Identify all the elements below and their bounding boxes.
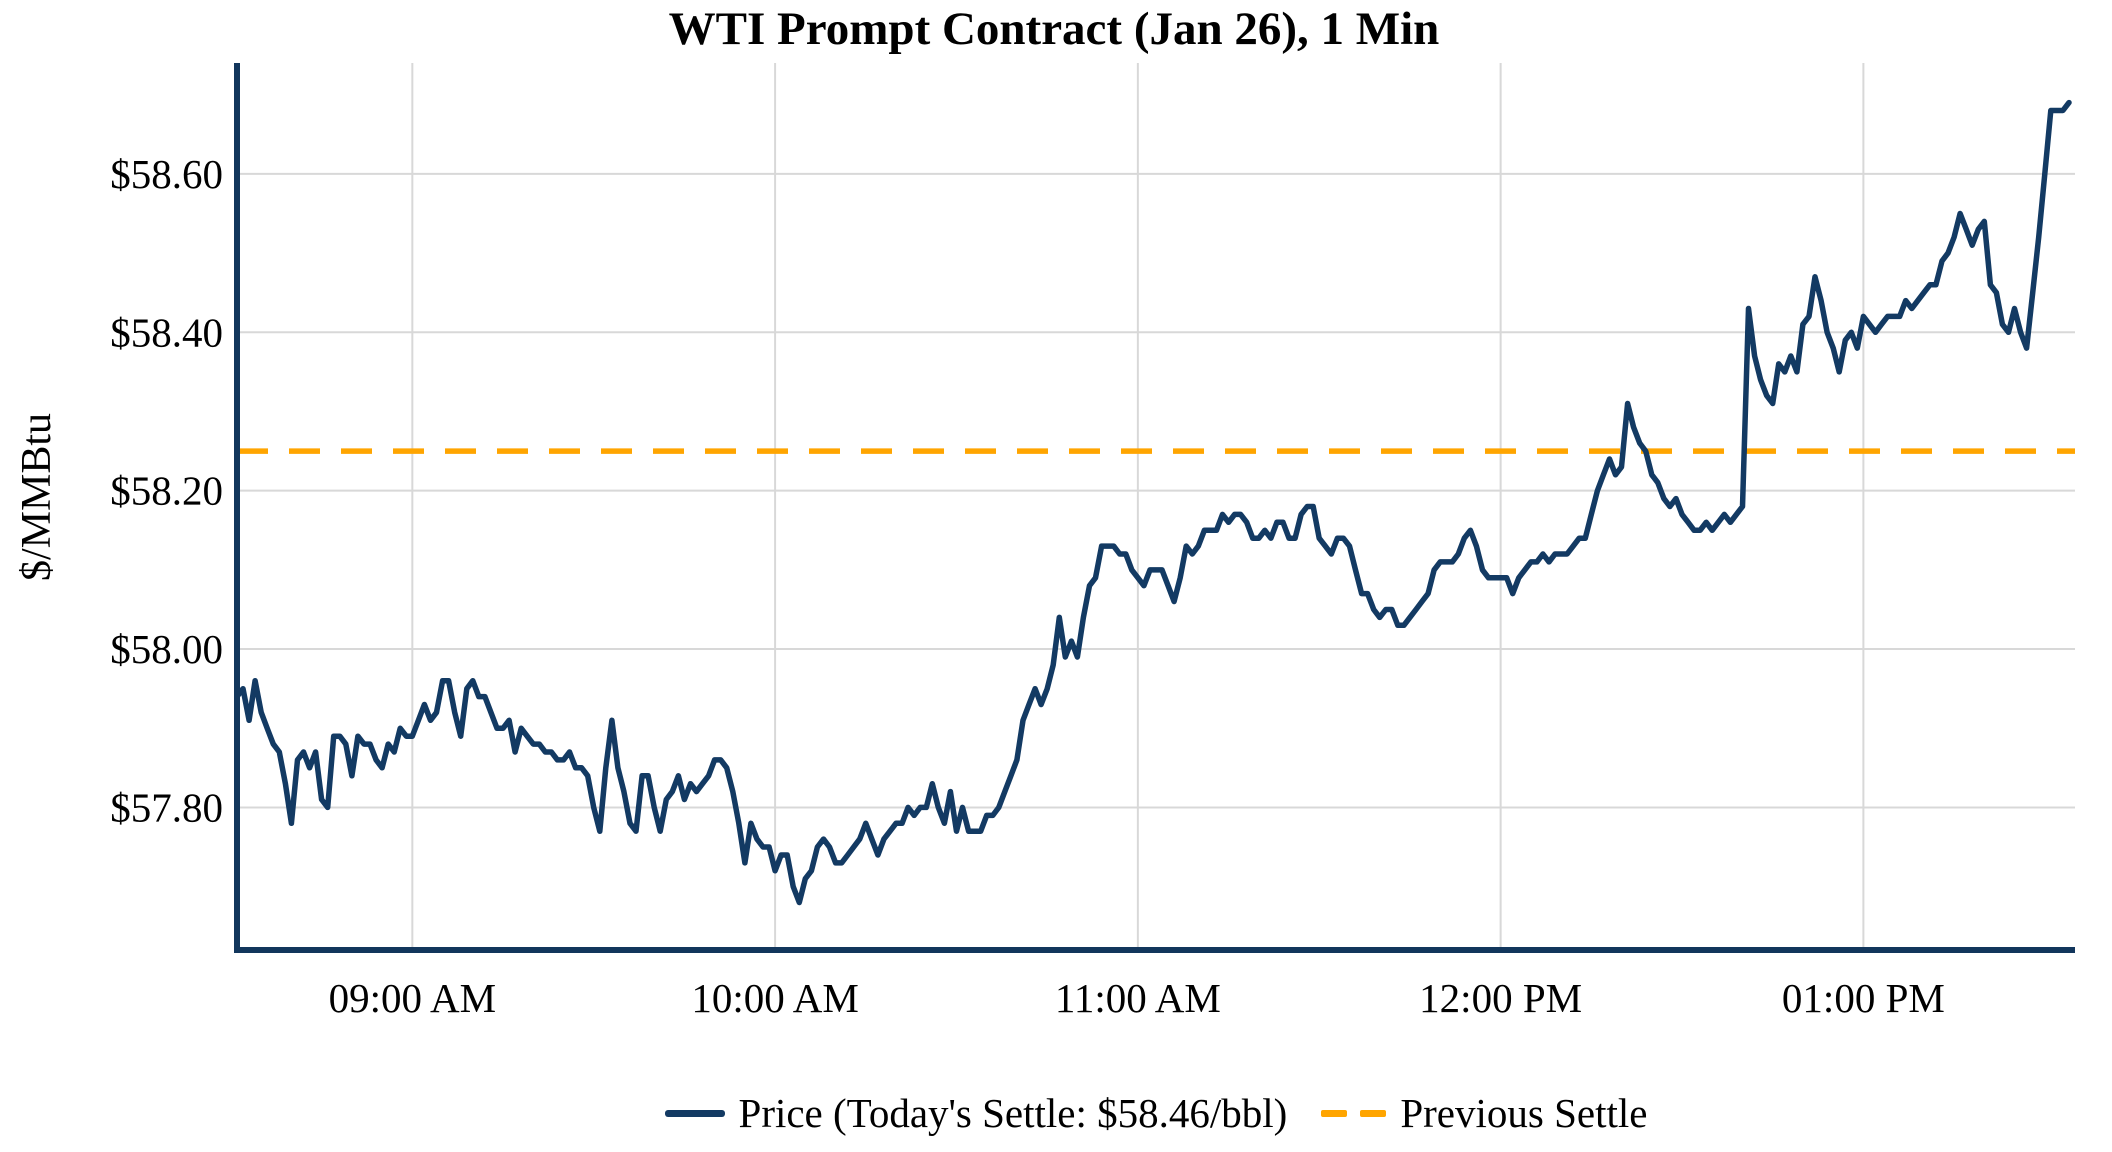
x-tick-label: 11:00 AM bbox=[1055, 975, 1221, 1021]
x-tick-label: 12:00 PM bbox=[1419, 975, 1582, 1021]
y-axis-label: $/MMBtu bbox=[14, 412, 60, 582]
chart-title: WTI Prompt Contract (Jan 26), 1 Min bbox=[668, 3, 1440, 55]
x-axis-tick-labels: 09:00 AM 10:00 AM 11:00 AM 12:00 PM 01:00 PM bbox=[329, 975, 1945, 1021]
legend-previous-settle-label: Previous Settle bbox=[1400, 1090, 1648, 1136]
y-tick-label: $58.60 bbox=[110, 151, 223, 197]
y-axis-tick-labels: $57.80 $58.00 $58.20 $58.40 $58.60 bbox=[110, 151, 223, 831]
legend: Price (Today's Settle: $58.46/bbl) Previ… bbox=[237, 1083, 2075, 1143]
axis-spines bbox=[234, 63, 2075, 953]
legend-item-price: Price (Today's Settle: $58.46/bbl) bbox=[664, 1089, 1288, 1137]
legend-item-previous-settle: Previous Settle bbox=[1321, 1089, 1647, 1137]
x-tick-label: 01:00 PM bbox=[1782, 975, 1945, 1021]
y-tick-label: $58.40 bbox=[110, 309, 223, 355]
legend-price-label: Price (Today's Settle: $58.46/bbl) bbox=[738, 1090, 1288, 1136]
previous-settle-dash-swatch-icon bbox=[1321, 1109, 1387, 1117]
y-tick-label: $57.80 bbox=[110, 784, 223, 830]
price-line-swatch-icon bbox=[664, 1109, 725, 1117]
x-tick-label: 09:00 AM bbox=[329, 975, 496, 1021]
price-line bbox=[234, 99, 2072, 906]
gridlines bbox=[237, 63, 2075, 950]
x-tick-label: 10:00 AM bbox=[691, 975, 858, 1021]
y-tick-label: $58.20 bbox=[110, 468, 223, 514]
y-tick-label: $58.00 bbox=[110, 626, 223, 672]
